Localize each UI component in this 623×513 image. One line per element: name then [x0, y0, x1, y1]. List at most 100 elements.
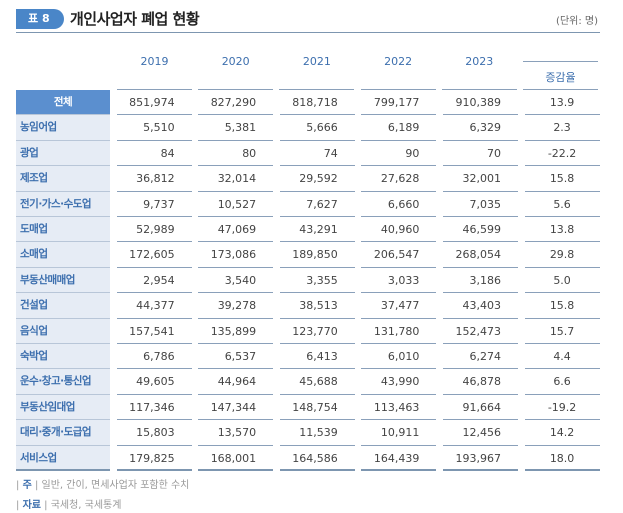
value-cell: 147,344	[198, 395, 274, 421]
value-cell: 70	[442, 141, 518, 167]
footnote: | 주 | 일반, 간이, 면세사업자 포함한 수치	[16, 480, 190, 491]
value-cell: 7,627	[279, 192, 355, 217]
value-cell: 32,001	[442, 166, 518, 192]
value-cell: 131,780	[361, 319, 437, 344]
table-row: 전기·가스·수도업 9,737 10,527 7,627 6,660 7,035 5.6	[16, 191, 600, 217]
column-header: 증감율	[545, 71, 576, 84]
value-cell: 117,346	[116, 395, 192, 421]
value-cell: 5,381	[198, 115, 274, 141]
value-cell: 43,990	[361, 369, 437, 395]
header-underline	[279, 89, 355, 90]
value-cell: 44,377	[116, 293, 192, 319]
footnote-text: 일반, 간이, 면세사업자 포함한 수치	[41, 480, 190, 491]
table-number-badge: 표 8	[16, 9, 64, 29]
table-row: 음식업 157,541 135,899 123,770 131,780 152,473 15…	[16, 318, 600, 344]
row-label: 농임어업	[16, 115, 110, 141]
value-cell: 29,592	[279, 166, 355, 192]
value-cell: 135,899	[198, 319, 274, 344]
rate-cell: 15.8	[524, 166, 600, 192]
source-text: 국세청, 국세통계	[50, 500, 122, 511]
row-label: 도매업	[16, 217, 110, 243]
value-cell: 113,463	[361, 395, 437, 421]
table-title: 개인사업자 폐업 현황	[70, 10, 200, 28]
value-cell: 268,054	[442, 242, 518, 268]
value-cell: 6,329	[442, 115, 518, 141]
value-cell: 818,718	[279, 90, 355, 116]
value-cell: 74	[279, 141, 355, 167]
rate-cell: 14.2	[524, 420, 600, 446]
value-cell: 193,967	[442, 446, 518, 471]
value-cell: 172,605	[116, 242, 192, 268]
source-note: | 자료 | 국세청, 국세통계	[16, 500, 122, 511]
value-cell: 36,812	[116, 166, 192, 192]
row-label: 숙박업	[16, 344, 110, 370]
value-cell: 3,186	[442, 268, 518, 294]
value-cell: 2,954	[116, 268, 192, 294]
row-label: 건설업	[16, 293, 110, 319]
value-cell: 12,456	[442, 420, 518, 446]
header-underline	[441, 89, 517, 90]
value-cell: 52,989	[116, 217, 192, 243]
value-cell: 90	[361, 141, 437, 167]
row-label: 음식업	[16, 318, 110, 344]
value-cell: 80	[198, 141, 274, 167]
value-cell: 179,825	[116, 446, 192, 471]
value-cell: 6,786	[116, 344, 192, 370]
value-cell: 173,086	[198, 242, 274, 268]
table-row: 서비스업 179,825 168,001 164,586 164,439 193,967 1…	[16, 445, 600, 471]
column-header: 2019	[140, 55, 169, 68]
value-cell: 157,541	[116, 319, 192, 344]
value-cell: 3,540	[198, 268, 274, 294]
value-cell: 37,477	[361, 293, 437, 319]
rate-cell: 4.4	[524, 344, 600, 370]
row-label: 부동산임대업	[16, 394, 110, 421]
row-label: 광업	[16, 140, 110, 167]
value-cell: 27,628	[361, 166, 437, 192]
value-cell: 46,599	[442, 217, 518, 243]
value-cell: 46,878	[442, 369, 518, 395]
value-cell: 15,803	[116, 420, 192, 446]
value-cell: 164,439	[361, 446, 437, 471]
rate-cell: 29.8	[524, 242, 600, 268]
header-underline	[523, 89, 598, 90]
column-header: 2022	[384, 55, 413, 68]
value-cell: 10,527	[198, 192, 274, 217]
row-label: 전체	[16, 90, 110, 116]
rate-cell: 5.0	[524, 268, 600, 294]
table-row: 운수·창고·통신업 49,605 44,964 45,688 43,990 46,878 6…	[16, 369, 600, 395]
value-cell: 6,189	[361, 115, 437, 141]
value-cell: 6,537	[198, 344, 274, 370]
table-row: 제조업 36,812 32,014 29,592 27,628 32,001 15.8	[16, 166, 600, 192]
value-cell: 11,539	[279, 420, 355, 446]
value-cell: 43,291	[279, 217, 355, 243]
value-cell: 13,570	[198, 420, 274, 446]
table-row: 광업 84 80 74 90 70 -22.2	[16, 140, 600, 167]
value-cell: 851,974	[116, 90, 192, 116]
table-row: 농임어업 5,510 5,381 5,666 6,189 6,329 2.3	[16, 115, 600, 141]
value-cell: 3,355	[279, 268, 355, 294]
value-cell: 45,688	[279, 369, 355, 395]
value-cell: 32,014	[198, 166, 274, 192]
column-header: 2021	[302, 55, 331, 68]
row-label: 대리·중개·도급업	[16, 420, 110, 446]
value-cell: 47,069	[198, 217, 274, 243]
table-row: 대리·중개·도급업 15,803 13,570 11,539 10,911 12,456 1…	[16, 420, 600, 446]
rate-cell: 15.8	[524, 293, 600, 319]
value-cell: 49,605	[116, 369, 192, 395]
table-row: 부동산매매업 2,954 3,540 3,355 3,033 3,186 5.0	[16, 267, 600, 294]
row-label: 운수·창고·통신업	[16, 369, 110, 395]
rate-cell: 18.0	[524, 446, 600, 471]
header-underline	[360, 89, 436, 90]
rate-cell: 2.3	[524, 115, 600, 141]
header-underline	[117, 89, 192, 90]
value-cell: 3,033	[361, 268, 437, 294]
header-underline	[198, 89, 274, 90]
value-cell: 91,664	[442, 395, 518, 421]
row-label: 전기·가스·수도업	[16, 191, 110, 217]
unit-label: (단위: 명)	[556, 16, 598, 27]
value-cell: 84	[116, 141, 192, 167]
footnote-label: 주	[22, 480, 32, 491]
row-label: 소매업	[16, 242, 110, 268]
row-label: 서비스업	[16, 445, 110, 471]
value-cell: 44,964	[198, 369, 274, 395]
